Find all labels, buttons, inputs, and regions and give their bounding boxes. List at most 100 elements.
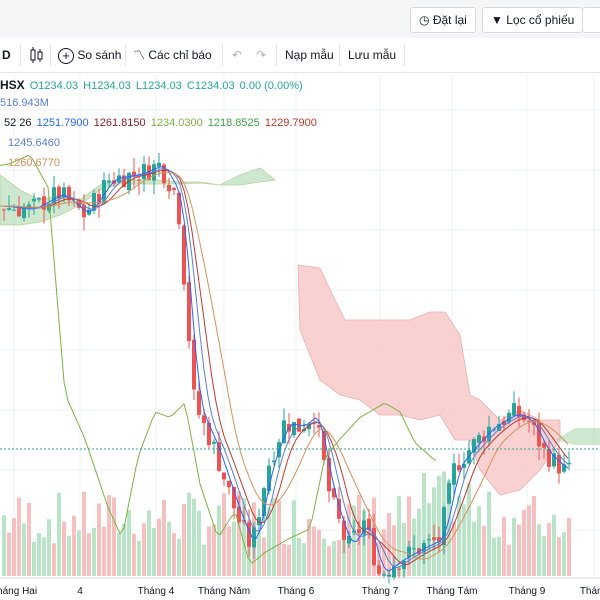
candle-down [227,480,231,488]
candle-style-button[interactable] [28,43,44,67]
volume-bar [297,537,301,576]
low-value: L1234.03 [135,80,182,92]
volume-bar [57,492,61,576]
candle-up [427,539,431,541]
reset-button[interactable]: ◷ Đặt lại [410,7,476,33]
volume-bar [192,498,196,576]
candle-up [452,463,456,485]
candle-down [42,196,46,210]
volume-bar [97,503,101,576]
candle-up [447,483,451,504]
candle-down [172,188,176,191]
volume-bar [52,543,56,576]
candlestick-icon [30,47,43,63]
volume-bar [122,523,126,576]
volume-bar [322,538,326,576]
volume-bar [377,542,381,576]
volume-bar [522,509,526,576]
high-value: H1234.03 [83,80,131,92]
kijun-sen-line [0,169,569,566]
stock-filter-button[interactable]: ▼ Lọc cổ phiếu [482,7,584,33]
candle-up [507,412,511,423]
load-template-button[interactable]: Nạp mẫu [285,48,334,62]
volume-bar [17,497,21,576]
candle-down [397,568,401,570]
volume-bar [87,533,91,576]
redo-button[interactable]: ↷ [256,43,266,67]
toolbar-divider [276,44,277,66]
candle-down [2,209,6,211]
volume-bar [22,523,26,576]
volume-bar [162,499,166,576]
open-value: O1234.03 [29,80,79,92]
volume-bar [367,526,371,576]
close-value: C1234.03 [186,80,235,92]
moving-average-2-line [0,172,569,560]
x-axis-tick-label: Tháng 9 [509,586,546,597]
volume-bar [497,536,501,576]
volume-bar [2,515,6,576]
candle-down [122,175,126,188]
candle-down [522,414,526,421]
candle-down [247,522,251,547]
volume-bar [392,525,396,576]
undo-button[interactable]: ↶ [232,43,242,67]
indicators-button[interactable]: 〽 Các chỉ báo [133,43,212,67]
volume-bar [27,503,31,576]
redo-icon: ↷ [256,48,267,62]
candle-up [387,574,391,577]
candle-down [557,454,561,474]
candle-down [207,422,211,446]
candle-down [137,179,141,181]
volume-bar [37,533,41,576]
volume-bar [152,528,156,576]
volume-bar [217,505,221,576]
candle-down [177,192,181,225]
volume-bar [292,500,296,576]
compare-label: So sánh [77,48,122,62]
volume-bar [167,521,171,576]
candle-down [222,472,226,480]
candle-up [422,543,426,553]
volume-bar [487,491,491,576]
volume-bar [302,543,306,576]
interval-button[interactable]: D [2,48,11,62]
x-axis-tick-label: Tháng [580,586,600,597]
volume-bar [477,506,481,576]
candle-down [97,193,101,204]
compare-button[interactable]: + So sánh [58,43,121,67]
volume-bar [502,516,506,576]
toolbar-divider [20,44,21,66]
candle-up [567,462,571,465]
volume-bar [267,507,271,576]
candle-down [187,282,191,342]
volume-bar [32,541,36,576]
volume-bar [397,496,401,576]
volume-bar [282,543,286,576]
tenkan-sen-line [0,166,569,572]
candle-down [527,420,531,422]
candle-down [237,506,241,523]
volume-bar [277,500,281,576]
candle-up [307,423,311,430]
candle-down [327,458,331,492]
volume-bar [12,518,16,576]
ohlc-legend: HSX O1234.03 H1234.03 L1234.03 C1234.03 … [0,78,305,92]
undo-icon: ↶ [232,48,243,62]
toolbar-divider [50,44,51,66]
volume-bar [452,521,456,576]
volume-bar [332,541,336,576]
candle-up [462,463,466,468]
candle-up [87,209,91,215]
candle-down [332,488,336,498]
toolbar-divider [125,44,126,66]
save-template-button[interactable]: Lưu mẫu [348,48,397,62]
more-button[interactable] [582,7,600,33]
candle-up [562,464,566,472]
candle-down [182,225,186,285]
reset-label: Đặt lại [432,13,467,27]
volume-bar [492,537,496,576]
volume-bar [312,526,316,576]
volume-bar [112,497,116,576]
